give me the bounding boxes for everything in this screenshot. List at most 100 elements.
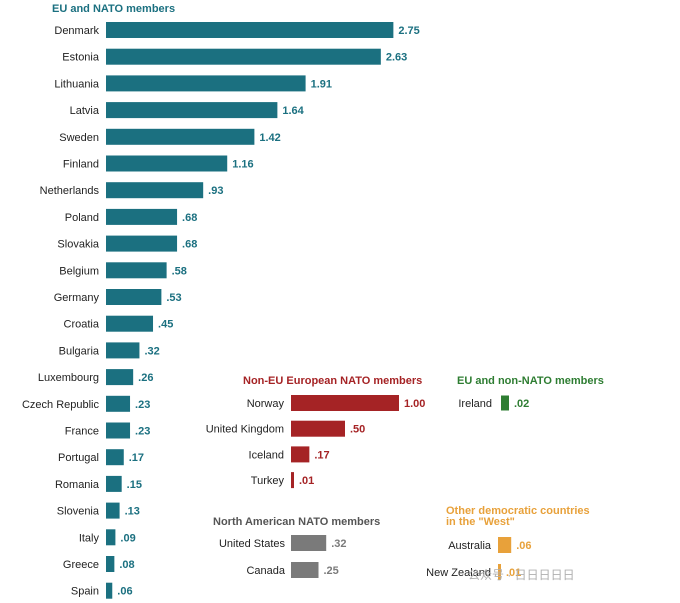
- finland-label: Finland: [63, 159, 99, 171]
- croatia-value: .45: [158, 319, 173, 331]
- greece-bar: [106, 556, 115, 572]
- poland-label: Poland: [65, 212, 99, 224]
- canada-value: .25: [324, 565, 339, 577]
- united-kingdom-label: United Kingdom: [206, 424, 284, 436]
- canada-bar: [291, 562, 319, 578]
- bulgaria-value: .32: [144, 345, 159, 357]
- sweden-value: 1.42: [259, 132, 280, 144]
- portugal-label: Portugal: [58, 452, 99, 464]
- netherlands-bar: [106, 182, 204, 199]
- united-states-bar: [291, 535, 327, 551]
- slovakia-bar: [106, 235, 178, 252]
- sweden-bar: [106, 128, 255, 145]
- czech-republic-value: .23: [135, 399, 150, 411]
- finland-value: 1.16: [232, 159, 253, 171]
- germany-value: .53: [166, 292, 181, 304]
- iceland-bar: [291, 446, 310, 463]
- croatia-bar: [106, 315, 154, 332]
- sweden-label: Sweden: [59, 132, 99, 144]
- italy-label: Italy: [79, 532, 100, 544]
- estonia-label: Estonia: [62, 52, 100, 64]
- turkey-label: Turkey: [251, 475, 285, 487]
- slovenia-label: Slovenia: [57, 506, 100, 518]
- luxembourg-value: .26: [138, 372, 153, 384]
- czech-republic-label: Czech Republic: [22, 399, 100, 411]
- latvia-value: 1.64: [282, 105, 304, 117]
- denmark-bar: [106, 22, 394, 38]
- estonia-value: 2.63: [386, 52, 407, 64]
- iceland-label: Iceland: [249, 449, 284, 461]
- spain-value: .06: [117, 586, 132, 598]
- slovenia-value: .13: [125, 506, 140, 518]
- denmark-label: Denmark: [54, 25, 99, 37]
- bulgaria-label: Bulgaria: [59, 345, 100, 357]
- france-label: France: [65, 426, 99, 438]
- lithuania-bar: [106, 75, 306, 92]
- portugal-bar: [106, 449, 124, 466]
- italy-value: .09: [120, 532, 135, 544]
- belgium-label: Belgium: [59, 265, 99, 277]
- united-states-label: United States: [219, 538, 286, 550]
- watermark: 公众号 · 日日日日日: [468, 568, 575, 582]
- belgium-bar: [106, 262, 167, 279]
- australia-bar: [498, 537, 512, 553]
- north-america-title: North American NATO members: [213, 516, 380, 528]
- non-eu-nato-title: Non-EU European NATO members: [243, 375, 422, 387]
- luxembourg-label: Luxembourg: [38, 372, 99, 384]
- romania-label: Romania: [55, 479, 100, 491]
- croatia-label: Croatia: [64, 319, 100, 331]
- netherlands-value: .93: [208, 185, 223, 197]
- norway-bar: [291, 395, 399, 411]
- poland-value: .68: [182, 212, 197, 224]
- eu-nato-title: EU and NATO members: [52, 3, 175, 15]
- czech-republic-bar: [106, 395, 131, 412]
- spain-label: Spain: [71, 586, 99, 598]
- germany-bar: [106, 289, 162, 305]
- romania-bar: [106, 475, 122, 492]
- united-states-value: .32: [331, 538, 346, 550]
- netherlands-label: Netherlands: [40, 185, 100, 197]
- slovenia-bar: [106, 502, 120, 519]
- ireland-value: .02: [514, 398, 529, 410]
- turkey-bar: [291, 472, 294, 489]
- estonia-bar: [106, 48, 381, 65]
- new-zealand-bar: [498, 564, 501, 580]
- ireland-label: Ireland: [458, 398, 492, 410]
- ireland-bar: [501, 395, 509, 411]
- australia-label: Australia: [448, 540, 492, 552]
- germany-label: Germany: [54, 292, 100, 304]
- new-zealand-label: New Zealand: [426, 567, 491, 579]
- united-kingdom-value: .50: [350, 424, 365, 436]
- other-west-title-line-2: in the "West": [446, 516, 515, 528]
- france-bar: [106, 422, 131, 439]
- belgium-value: .58: [172, 265, 187, 277]
- portugal-value: .17: [129, 452, 144, 464]
- slovakia-label: Slovakia: [57, 239, 99, 251]
- slovakia-value: .68: [182, 239, 197, 251]
- norway-label: Norway: [247, 398, 285, 410]
- canada-label: Canada: [246, 565, 285, 577]
- eu-non-nato-title: EU and non-NATO members: [457, 375, 604, 387]
- romania-value: .15: [127, 479, 142, 491]
- iceland-value: .17: [314, 449, 329, 461]
- lithuania-value: 1.91: [311, 78, 332, 90]
- norway-value: 1.00: [404, 398, 425, 410]
- spain-bar: [106, 582, 113, 599]
- australia-value: .06: [516, 540, 531, 552]
- turkey-value: .01: [299, 475, 314, 487]
- united-kingdom-bar: [291, 420, 345, 437]
- greece-label: Greece: [63, 559, 99, 571]
- other-west-title: Other democratic countries: [446, 505, 590, 517]
- poland-bar: [106, 208, 178, 225]
- denmark-value: 2.75: [398, 25, 419, 37]
- finland-bar: [106, 155, 228, 172]
- greece-value: .08: [119, 559, 134, 571]
- luxembourg-bar: [106, 369, 134, 386]
- italy-bar: [106, 529, 116, 546]
- france-value: .23: [135, 426, 150, 438]
- bulgaria-bar: [106, 342, 140, 359]
- latvia-label: Latvia: [70, 105, 100, 117]
- latvia-bar: [106, 102, 278, 119]
- new-zealand-value: .01: [506, 567, 521, 579]
